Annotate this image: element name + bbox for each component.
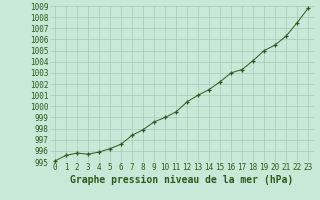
X-axis label: Graphe pression niveau de la mer (hPa): Graphe pression niveau de la mer (hPa): [70, 175, 293, 185]
